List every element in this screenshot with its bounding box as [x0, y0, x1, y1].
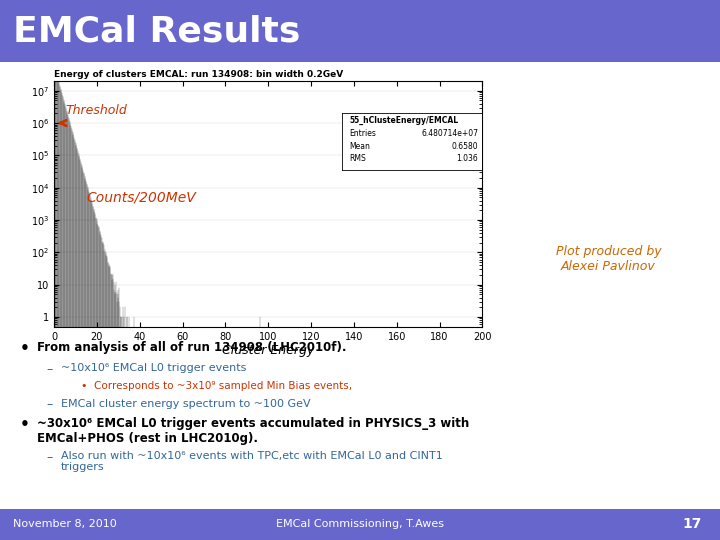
Text: Entries: Entries: [349, 129, 376, 138]
Text: Counts/200MeV: Counts/200MeV: [86, 191, 196, 205]
Text: ~10x10⁶ EMCal L0 trigger events: ~10x10⁶ EMCal L0 trigger events: [61, 363, 246, 373]
Text: •: •: [20, 341, 30, 356]
Text: –: –: [47, 363, 53, 376]
Text: 17: 17: [683, 517, 702, 531]
Text: Also run with ~10x10⁶ events with TPC,etc with EMCal L0 and CINT1
triggers: Also run with ~10x10⁶ events with TPC,et…: [61, 451, 443, 472]
Text: Energy of clusters EMCAL: run 134908: bin width 0.2GeV: Energy of clusters EMCAL: run 134908: bi…: [54, 70, 343, 79]
Text: Threshold: Threshold: [66, 104, 127, 117]
Text: ~30x10⁶ EMCal L0 trigger events accumulated in PHYSICS_3 with
EMCal+PHOS (rest i: ~30x10⁶ EMCal L0 trigger events accumula…: [37, 417, 469, 445]
Text: –: –: [47, 399, 53, 411]
Text: 1.036: 1.036: [456, 154, 478, 163]
Text: EMCal Results: EMCal Results: [13, 14, 300, 48]
X-axis label: Cluster Energy: Cluster Energy: [222, 345, 315, 357]
Text: •: •: [81, 381, 87, 391]
Text: November 8, 2010: November 8, 2010: [13, 519, 117, 529]
Text: RMS: RMS: [349, 154, 366, 163]
Text: EMCal cluster energy spectrum to ~100 GeV: EMCal cluster energy spectrum to ~100 Ge…: [61, 399, 311, 409]
Text: Plot produced by
Alexei Pavlinov: Plot produced by Alexei Pavlinov: [556, 245, 661, 273]
Text: 0.6580: 0.6580: [451, 141, 478, 151]
Text: –: –: [47, 451, 53, 464]
Text: Corresponds to ~3x10⁹ sampled Min Bias events,: Corresponds to ~3x10⁹ sampled Min Bias e…: [94, 381, 352, 391]
Text: EMCal Commissioning, T.Awes: EMCal Commissioning, T.Awes: [276, 519, 444, 529]
Text: 55_hClusteEnergy/EMCAL: 55_hClusteEnergy/EMCAL: [349, 116, 458, 125]
Text: From analysis of all of run 134908 (LHC2010f).: From analysis of all of run 134908 (LHC2…: [37, 341, 347, 354]
Text: Mean: Mean: [349, 141, 370, 151]
Text: •: •: [20, 417, 30, 432]
Text: 6.480714e+07: 6.480714e+07: [421, 129, 478, 138]
